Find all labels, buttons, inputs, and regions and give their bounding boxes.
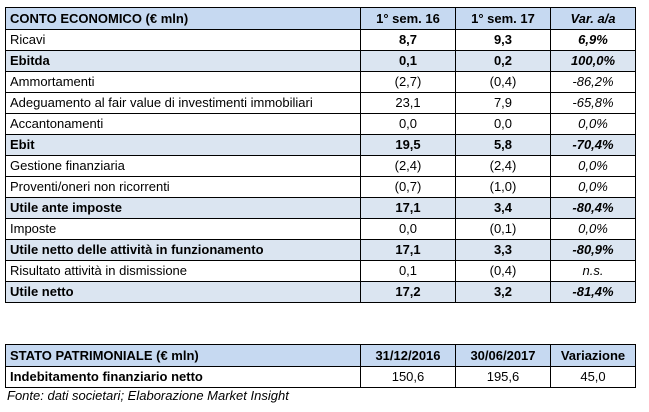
- table-row: Accantonamenti 0,0 0,0 0,0%: [5, 113, 636, 135]
- cell-value: (0,4): [455, 260, 551, 282]
- cell-value: 150,6: [360, 366, 456, 388]
- cell-value: 17,2: [360, 281, 456, 303]
- column-header: Variazione: [550, 344, 636, 367]
- row-label: Utile netto delle attività in funzioname…: [5, 239, 361, 261]
- conto-economico-table: CONTO ECONOMICO (€ mln) 1° sem. 16 1° se…: [5, 7, 636, 303]
- cell-value: -86,2%: [550, 71, 636, 93]
- column-header: 31/12/2016: [360, 344, 456, 367]
- cell-value: 0,0%: [550, 155, 636, 177]
- row-label: Proventi/oneri non ricorrenti: [5, 176, 361, 198]
- cell-value: 19,5: [360, 134, 456, 156]
- header-row: STATO PATRIMONIALE (€ mln) 31/12/2016 30…: [5, 344, 636, 367]
- cell-value: 0,0%: [550, 176, 636, 198]
- row-label: Ebit: [5, 134, 361, 156]
- column-header: 1° sem. 16: [360, 7, 456, 30]
- row-label: Accantonamenti: [5, 113, 361, 135]
- column-header: 1° sem. 17: [455, 7, 551, 30]
- row-label: Adeguamento al fair value di investiment…: [5, 92, 361, 114]
- cell-value: 0,2: [455, 50, 551, 72]
- stato-patrimoniale-table: STATO PATRIMONIALE (€ mln) 31/12/2016 30…: [5, 344, 636, 388]
- row-label: Utile ante imposte: [5, 197, 361, 219]
- cell-value: 23,1: [360, 92, 456, 114]
- cell-value: (0,1): [455, 218, 551, 240]
- cell-value: (2,4): [455, 155, 551, 177]
- cell-value: -80,4%: [550, 197, 636, 219]
- column-header: 30/06/2017: [455, 344, 551, 367]
- column-header: Var. a/a: [550, 7, 636, 30]
- table-row: Utile ante imposte 17,1 3,4 -80,4%: [5, 197, 636, 219]
- cell-value: 3,2: [455, 281, 551, 303]
- cell-value: (0,7): [360, 176, 456, 198]
- cell-value: 0,0: [360, 113, 456, 135]
- table-row: Gestione finanziaria (2,4) (2,4) 0,0%: [5, 155, 636, 177]
- cell-value: 0,0: [455, 113, 551, 135]
- row-label: Imposte: [5, 218, 361, 240]
- cell-value: 5,8: [455, 134, 551, 156]
- cell-value: (2,7): [360, 71, 456, 93]
- cell-value: 45,0: [550, 366, 636, 388]
- cell-value: (2,4): [360, 155, 456, 177]
- cell-value: (0,4): [455, 71, 551, 93]
- cell-value: 0,0%: [550, 218, 636, 240]
- cell-value: 0,0: [360, 218, 456, 240]
- table-row: Utile netto delle attività in funzioname…: [5, 239, 636, 261]
- cell-value: 0,1: [360, 260, 456, 282]
- table-row: Ricavi 8,7 9,3 6,9%: [5, 29, 636, 51]
- table-row: Ebit 19,5 5,8 -70,4%: [5, 134, 636, 156]
- row-label: Utile netto: [5, 281, 361, 303]
- cell-value: 17,1: [360, 239, 456, 261]
- row-label: Indebitamento finanziario netto: [5, 366, 361, 388]
- cell-value: 100,0%: [550, 50, 636, 72]
- row-label: Gestione finanziaria: [5, 155, 361, 177]
- cell-value: 195,6: [455, 366, 551, 388]
- row-label: Ammortamenti: [5, 71, 361, 93]
- table-row: Risultato attività in dismissione 0,1 (0,4…: [5, 260, 636, 282]
- cell-value: 7,9: [455, 92, 551, 114]
- source-note: Fonte: dati societari; Elaborazione Mark…: [7, 388, 289, 403]
- cell-value: 3,3: [455, 239, 551, 261]
- cell-value: n.s.: [550, 260, 636, 282]
- row-label: Ebitda: [5, 50, 361, 72]
- column-header: CONTO ECONOMICO (€ mln): [5, 7, 361, 30]
- cell-value: 3,4: [455, 197, 551, 219]
- table-row: Indebitamento finanziario netto 150,6 19…: [5, 366, 636, 388]
- table-row: Proventi/oneri non ricorrenti (0,7) (1,0) 0…: [5, 176, 636, 198]
- cell-value: 6,9%: [550, 29, 636, 51]
- column-header: STATO PATRIMONIALE (€ mln): [5, 344, 361, 367]
- row-label: Risultato attività in dismissione: [5, 260, 361, 282]
- cell-value: -70,4%: [550, 134, 636, 156]
- header-row: CONTO ECONOMICO (€ mln) 1° sem. 16 1° se…: [5, 7, 636, 30]
- cell-value: 0,0%: [550, 113, 636, 135]
- table-row: Imposte 0,0 (0,1) 0,0%: [5, 218, 636, 240]
- cell-value: 8,7: [360, 29, 456, 51]
- cell-value: -65,8%: [550, 92, 636, 114]
- cell-value: 0,1: [360, 50, 456, 72]
- table-row: Utile netto 17,2 3,2 -81,4%: [5, 281, 636, 303]
- cell-value: -81,4%: [550, 281, 636, 303]
- table-row: Ebitda 0,1 0,2 100,0%: [5, 50, 636, 72]
- table-row: Adeguamento al fair value di investiment…: [5, 92, 636, 114]
- table-row: Ammortamenti (2,7) (0,4) -86,2%: [5, 71, 636, 93]
- cell-value: 17,1: [360, 197, 456, 219]
- row-label: Ricavi: [5, 29, 361, 51]
- cell-value: -80,9%: [550, 239, 636, 261]
- cell-value: 9,3: [455, 29, 551, 51]
- cell-value: (1,0): [455, 176, 551, 198]
